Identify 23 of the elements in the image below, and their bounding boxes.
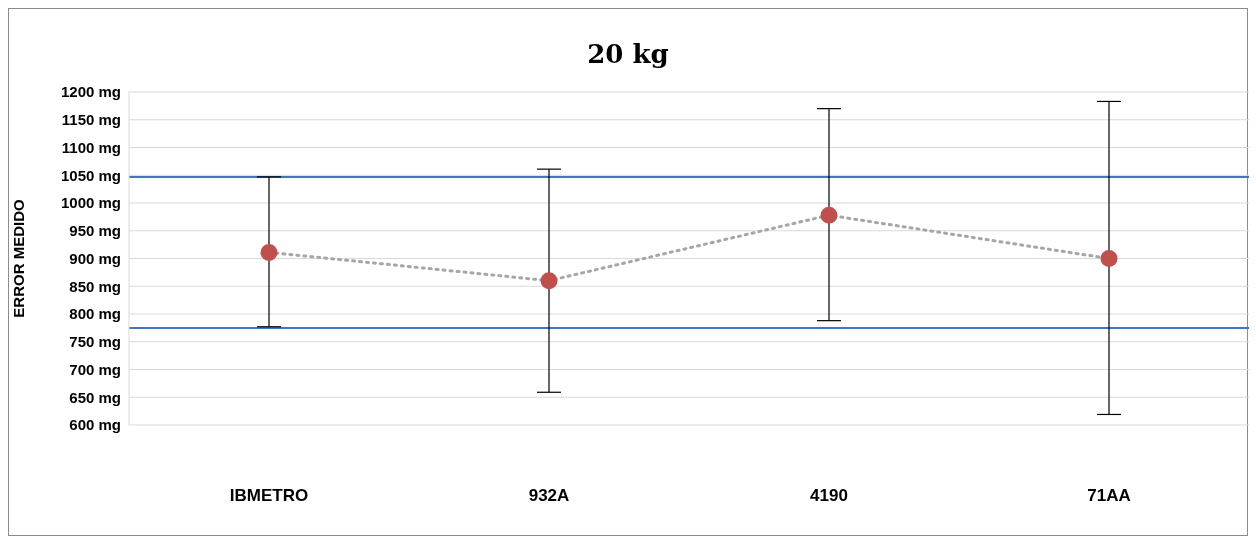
x-tick-label: 71AA — [1087, 486, 1131, 506]
point — [260, 243, 278, 261]
x-tick-label: 932A — [528, 486, 570, 506]
y-tick-label: 1000 mg — [60, 194, 121, 212]
y-tick-label: 800 mg — [69, 305, 121, 323]
y-tick-label: 900 mg — [69, 249, 121, 267]
y-tick-label: 850 mg — [69, 277, 121, 295]
x-tick-label: 4190 — [810, 486, 848, 506]
y-tick-label: 600 mg — [69, 416, 121, 434]
y-tick-label: 950 mg — [69, 222, 121, 240]
point — [820, 206, 838, 224]
y-tick-label: 1150 mg — [61, 111, 121, 129]
y-tick-label: 750 mg — [69, 333, 121, 351]
point — [540, 272, 558, 290]
y-tick-label: 1050 mg — [60, 166, 121, 184]
y-tick-label: 1200 mg — [60, 83, 121, 101]
y-tick-label: 650 mg — [69, 388, 121, 406]
point — [1100, 250, 1118, 267]
y-axis-title: ERROR MEDIDO — [10, 199, 28, 318]
x-tick-label: IBMETRO — [229, 486, 309, 506]
y-tick-label: 700 mg — [69, 360, 121, 378]
y-tick-label: 1100 mg — [61, 138, 121, 156]
chart-title: 20 kg — [586, 39, 670, 69]
